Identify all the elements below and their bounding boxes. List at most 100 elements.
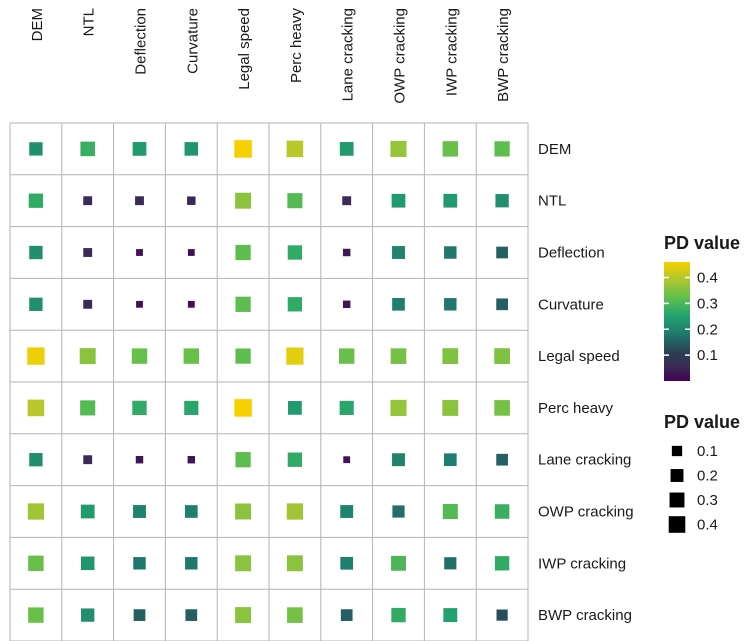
heatmap-cell-mark [286, 140, 304, 158]
size-key-label: 0.2 [697, 468, 718, 485]
row-label: DEM [538, 141, 571, 158]
heatmap-cell-mark [83, 299, 93, 309]
heatmap-cell-mark [392, 505, 405, 518]
heatmap-cell-mark [444, 557, 457, 570]
heatmap-cell-mark [187, 455, 196, 464]
heatmap-cell-mark [235, 555, 252, 572]
heatmap-cell-mark [184, 142, 199, 156]
heatmap-cell-mark [339, 142, 354, 156]
column-label: DEM [29, 8, 46, 41]
column-label: Legal speed [236, 8, 253, 90]
size-key-label: 0.1 [697, 443, 718, 460]
heatmap-cell-mark [132, 400, 147, 416]
color-legend-bar [664, 262, 690, 381]
size-key-square [669, 492, 685, 508]
column-label: OWP cracking [392, 8, 409, 104]
heatmap-cell-mark [136, 300, 143, 308]
heatmap-cell-mark [390, 348, 407, 364]
heatmap-cell-mark [287, 193, 303, 209]
column-label: NTL [81, 8, 98, 36]
row-label: BWP cracking [538, 607, 632, 624]
heatmap-cell-mark [235, 348, 251, 364]
heatmap-cell-mark [80, 400, 96, 416]
heatmap-cell-mark [83, 196, 93, 206]
size-key-square [671, 445, 683, 457]
heatmap-cell-mark [340, 556, 354, 570]
heatmap-cell-mark [136, 249, 143, 256]
heatmap-cell-mark [338, 348, 355, 364]
heatmap-cell-mark [494, 348, 510, 364]
heatmap-cell-mark [235, 296, 251, 312]
heatmap-cell-mark [132, 142, 147, 156]
heatmap-cell-mark [496, 246, 508, 259]
heatmap-cell-mark [494, 556, 510, 571]
column-label: Perc heavy [288, 8, 305, 84]
row-label: Perc heavy [538, 400, 614, 417]
heatmap-cell-mark [29, 245, 43, 260]
color-tick-label: 0.1 [697, 347, 718, 364]
heatmap-cell-mark [28, 607, 44, 623]
heatmap-cell-mark [288, 401, 302, 415]
heatmap-cell-mark [442, 399, 459, 416]
heatmap-cell-mark [28, 555, 44, 572]
heatmap-cell-mark [133, 557, 146, 570]
heatmap-cell-mark [286, 555, 303, 572]
heatmap-cell-mark [391, 193, 406, 208]
row-label: OWP cracking [538, 504, 634, 521]
heatmap-cell-mark [131, 348, 148, 364]
heatmap-cell-mark [442, 503, 458, 520]
heatmap-cell-mark [343, 456, 351, 464]
heatmap-cell-mark [443, 453, 457, 467]
heatmap-cell-mark [185, 557, 198, 570]
row-label: Curvature [538, 296, 604, 313]
heatmap-cell-mark [496, 298, 508, 311]
heatmap-cell-mark [442, 348, 459, 364]
column-label: BWP cracking [495, 8, 512, 102]
heatmap-cell-mark [235, 452, 251, 468]
row-label: Lane cracking [538, 452, 631, 469]
size-legend: PD value 0.1 0.2 0.3 0.4 [664, 412, 740, 534]
color-tick-label: 0.2 [697, 321, 718, 338]
heatmap-cell-mark [185, 609, 198, 621]
color-legend-title: PD value [664, 233, 740, 253]
heatmap-cell-mark [342, 196, 352, 206]
heatmap-cell-mark [443, 193, 458, 208]
heatmap-cell-mark [342, 300, 351, 309]
heatmap-cell-mark [83, 248, 93, 257]
heatmap-cell-mark [442, 141, 459, 157]
heatmap-cell-mark [444, 298, 457, 311]
column-label: Deflection [133, 8, 150, 75]
heatmap-cell-mark [29, 142, 43, 156]
heatmap-cell-mark [496, 609, 508, 621]
color-tick-label: 0.4 [697, 270, 718, 287]
heatmap-cell-mark [287, 297, 303, 312]
size-legend-keys: 0.1 0.2 0.3 0.4 [668, 443, 718, 534]
heatmap-cell-mark [234, 140, 252, 158]
heatmap-cell-mark [494, 400, 510, 416]
heatmap-cell-mark [235, 192, 252, 209]
heatmap-grid [9, 122, 529, 641]
heatmap-cell-mark [80, 556, 95, 571]
heatmap-cell-mark [79, 348, 96, 365]
heatmap-cell-mark [80, 504, 95, 519]
heatmap-cell-mark [184, 400, 199, 415]
heatmap-cell-mark [27, 503, 45, 520]
heatmap-cell-mark [391, 555, 406, 571]
heatmap-cell-mark [287, 607, 303, 623]
heatmap-cell-mark [29, 453, 43, 467]
heatmap-cell-mark [392, 453, 405, 467]
heatmap-cell-mark [340, 505, 354, 518]
size-key-square [668, 516, 686, 533]
heatmap-cell-mark [287, 452, 303, 467]
heatmap-cell-mark [392, 246, 405, 259]
size-legend-title: PD value [664, 412, 740, 432]
heatmap-cell-mark [235, 244, 251, 261]
row-label: Legal speed [538, 348, 620, 365]
row-label: NTL [538, 193, 566, 210]
row-label: IWP cracking [538, 555, 626, 572]
heatmap-cell-mark [391, 607, 406, 623]
heatmap-cell-mark [495, 194, 509, 208]
heatmap-cell-mark [135, 455, 144, 464]
color-tick-label: 0.3 [697, 295, 718, 312]
heatmap-cell-mark [339, 400, 354, 415]
